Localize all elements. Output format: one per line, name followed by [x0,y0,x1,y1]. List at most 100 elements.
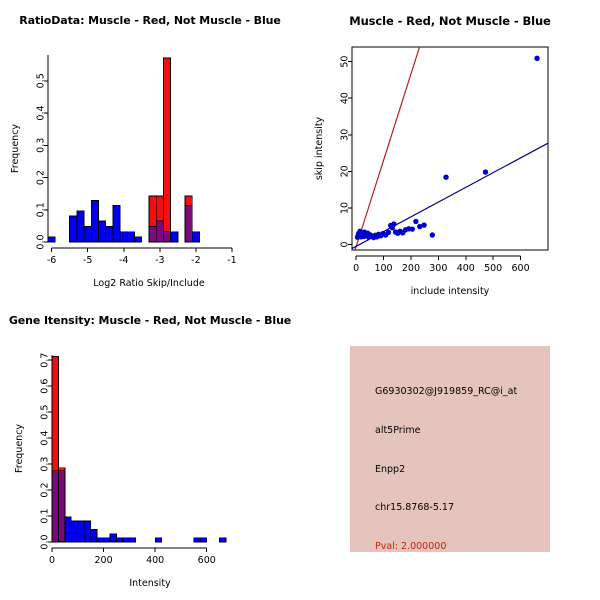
y-tick-label: 0.2 [40,483,51,498]
y-axis-title: Frequency [10,124,21,173]
x-tick-label: -5 [83,255,92,266]
histogram-bar [90,529,98,543]
scatter-point [417,223,423,230]
y-tick-label: 0.3 [40,457,51,472]
histogram-bar [112,205,121,243]
regression-line [354,47,421,250]
x-tick-label: -1 [227,255,236,266]
y-axis-title: skip intensity [314,116,325,180]
histogram-bar [219,537,227,543]
histogram-bar [69,215,78,243]
x-tick-label: 0 [49,555,55,566]
histogram-bar [154,537,163,543]
scatter-point [421,222,427,228]
histogram-bar [116,537,124,543]
scatter-point [482,169,489,175]
histogram-bar [134,236,143,243]
y-tick-label: 0.3 [36,138,47,153]
histogram-bar [193,537,201,543]
histogram-bar [90,200,99,243]
histogram-bar [163,57,172,233]
locus-label: chr15.8768-5.17 [375,502,455,513]
scatter-point [443,174,449,180]
scatter-point [409,226,416,232]
scatter-point [413,218,419,225]
histogram-bar [47,236,56,243]
gene-intensity-title: Gene Itensity: Muscle - Red, Not Muscle … [8,314,292,327]
y-tick-label: 50 [340,56,351,68]
y-tick-label: 10 [340,202,351,214]
scatter-point [534,55,540,62]
histogram-bar [51,470,59,543]
histogram-bar [155,220,164,243]
y-tick-label: 0.2 [36,170,47,185]
y-tick-label: 20 [340,165,351,177]
intensity-scatter-title: Muscle - Red, Not Muscle - Blue [349,14,551,28]
gene-info-box: G6930302@J919859_RC@i_at alt5Prime Enpp2… [350,346,550,552]
histogram-bar [98,220,107,243]
histogram-bar [170,231,179,243]
pval-label: Pval: 2.000000 [375,541,447,552]
x-tick-label: 500 [484,263,502,274]
x-tick-label: 400 [457,263,475,274]
histogram-bar [103,537,111,543]
histogram-bar [119,231,128,243]
histogram-bar [128,537,137,543]
histogram-bar [199,537,208,543]
histogram-bar [122,537,130,543]
x-tick-label: -6 [47,255,56,266]
y-tick-label: 0.0 [36,234,47,249]
y-tick-label: 40 [340,92,351,104]
histogram-bar [96,537,104,543]
gene-intensity-plot: 0.0 0.1 0.2 0.3 0.4 0.5 0.6 0.7 0 200 400 600 Intens… [14,353,227,589]
scatter-point [429,232,436,238]
x-tick-label: -2 [191,255,200,266]
gene-info-panel: G6930302@J919859_RC@i_at alt5Prime Enpp2… [300,300,600,600]
histogram-bar [191,231,200,243]
y-tick-label: 0.5 [40,405,51,420]
x-tick-label: 300 [429,263,447,274]
plot-frame [351,46,549,251]
histogram-bar [83,520,92,543]
histogram-bar [184,195,193,206]
histogram-bar [76,210,85,243]
event-type-label: alt5Prime [375,425,421,436]
x-axis-title: Intensity [129,578,171,589]
intensity-scatter-panel: Muscle - Red, Not Muscle - Blue 0 10 20 30 4… [300,0,600,300]
histogram-bar [148,195,157,227]
y-tick-label: 30 [340,129,351,141]
y-tick-label: 0.6 [40,379,51,394]
x-tick-label: 600 [512,263,530,274]
regression-line [352,142,548,250]
scatter-point [385,229,392,236]
x-tick-label: 200 [95,555,113,566]
histogram-bar [83,226,92,243]
y-tick-label: 0.1 [40,508,51,523]
scatter-point [391,221,397,227]
y-axis-title: Frequency [14,424,25,473]
y-tick-label: 0.7 [40,353,51,368]
gene-intensity-panel: Gene Itensity: Muscle - Red, Not Muscle … [0,300,300,600]
ratio-histogram-panel: RatioData: Muscle - Red, Not Muscle - Bl… [0,0,300,300]
histogram-bar [58,470,66,543]
ratio-histogram-plot: 0.0 0.1 0.2 0.3 0.4 0.5 -6 -5 -4 -3 -2 -1 Log2 Ratio… [10,55,237,289]
histogram-bar [148,226,157,243]
y-tick-label: 0.4 [36,105,47,120]
histogram-bar [64,516,72,543]
histogram-bar [184,205,193,243]
y-tick-label: 0.1 [36,202,47,217]
histogram-bar [70,520,79,543]
histogram-bar [163,231,172,243]
x-tick-label: 400 [146,555,164,566]
y-tick-label: 0.4 [40,431,51,446]
histogram-bar [105,226,114,243]
probe-id-label: G6930302@J919859_RC@i_at [375,386,518,397]
x-tick-label: 600 [198,555,216,566]
x-tick-label: -3 [155,255,164,266]
x-tick-label: 100 [374,263,392,274]
x-tick-label: -4 [119,255,128,266]
x-tick-label: 0 [353,263,359,274]
histogram-bar [155,195,164,222]
ratio-histogram-title: RatioData: Muscle - Red, Not Muscle - Bl… [19,14,281,27]
